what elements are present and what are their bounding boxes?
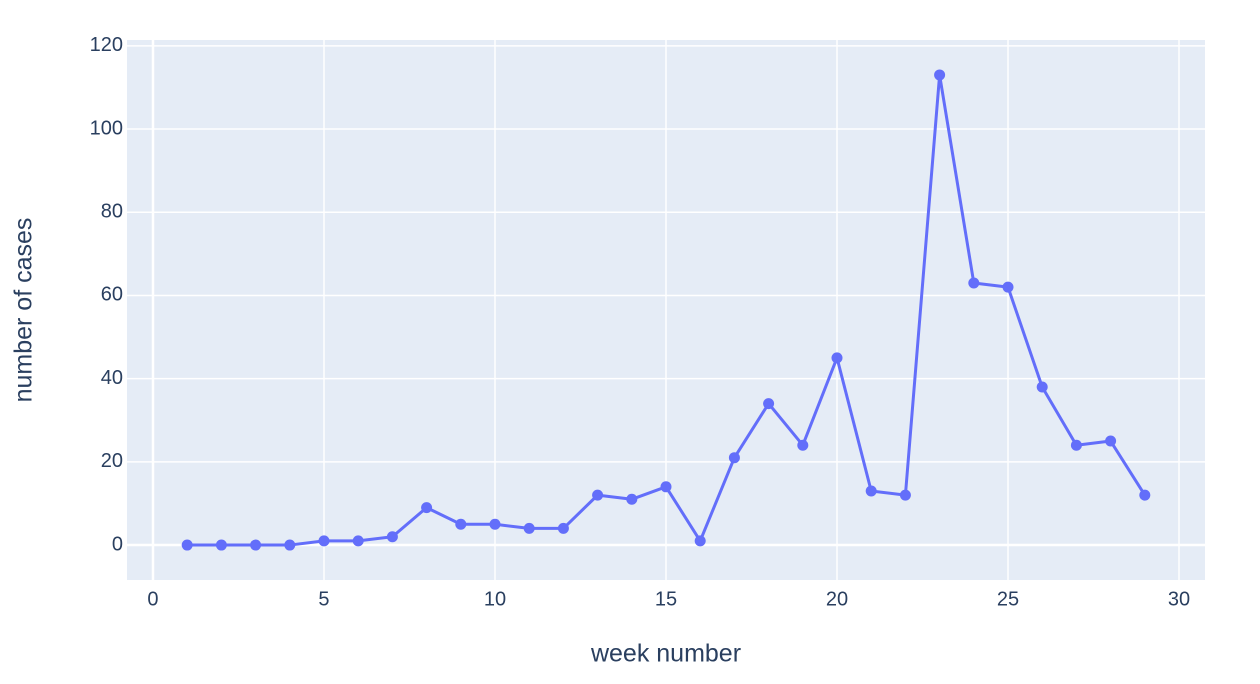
marker	[386, 531, 398, 543]
marker	[728, 452, 740, 464]
marker	[421, 502, 433, 514]
marker	[557, 522, 569, 534]
marker	[250, 539, 262, 551]
y-tick-label: 0	[112, 533, 123, 555]
marker	[899, 489, 911, 501]
marker	[865, 485, 877, 497]
marker	[660, 481, 672, 493]
x-tick-label: 0	[147, 588, 158, 610]
y-tick-label: 60	[101, 284, 123, 306]
marker	[968, 277, 980, 289]
marker	[626, 493, 638, 505]
marker	[523, 522, 535, 534]
x-tick-label: 30	[1168, 588, 1190, 610]
marker	[489, 518, 501, 530]
marker	[763, 398, 775, 410]
marks	[181, 69, 1151, 551]
y-tick-label: 20	[101, 450, 123, 472]
x-tick-label: 25	[997, 588, 1019, 610]
marker	[831, 352, 843, 364]
marker	[215, 539, 227, 551]
marker	[1105, 435, 1117, 447]
x-tick-label: 5	[318, 588, 329, 610]
marker	[694, 535, 706, 547]
marker	[1070, 439, 1082, 451]
marker	[1002, 281, 1014, 293]
marker	[797, 439, 809, 451]
x-axis-title: week number	[590, 640, 741, 668]
y-axis-title: number of cases	[10, 218, 38, 403]
x-tick-label: 15	[655, 588, 677, 610]
marker	[284, 539, 296, 551]
marker	[934, 69, 946, 81]
y-tick-label: 40	[101, 367, 123, 389]
marker	[1139, 489, 1151, 501]
x-tick-label: 10	[484, 588, 506, 610]
y-tick-label: 120	[90, 34, 123, 56]
x-tick-label: 20	[826, 588, 848, 610]
marker	[592, 489, 604, 501]
marker	[455, 518, 467, 530]
marker	[1036, 381, 1048, 393]
marker	[318, 535, 330, 547]
y-tick-label: 100	[90, 117, 123, 139]
marker	[352, 535, 364, 547]
y-tick-label: 80	[101, 201, 123, 223]
marker	[181, 539, 193, 551]
